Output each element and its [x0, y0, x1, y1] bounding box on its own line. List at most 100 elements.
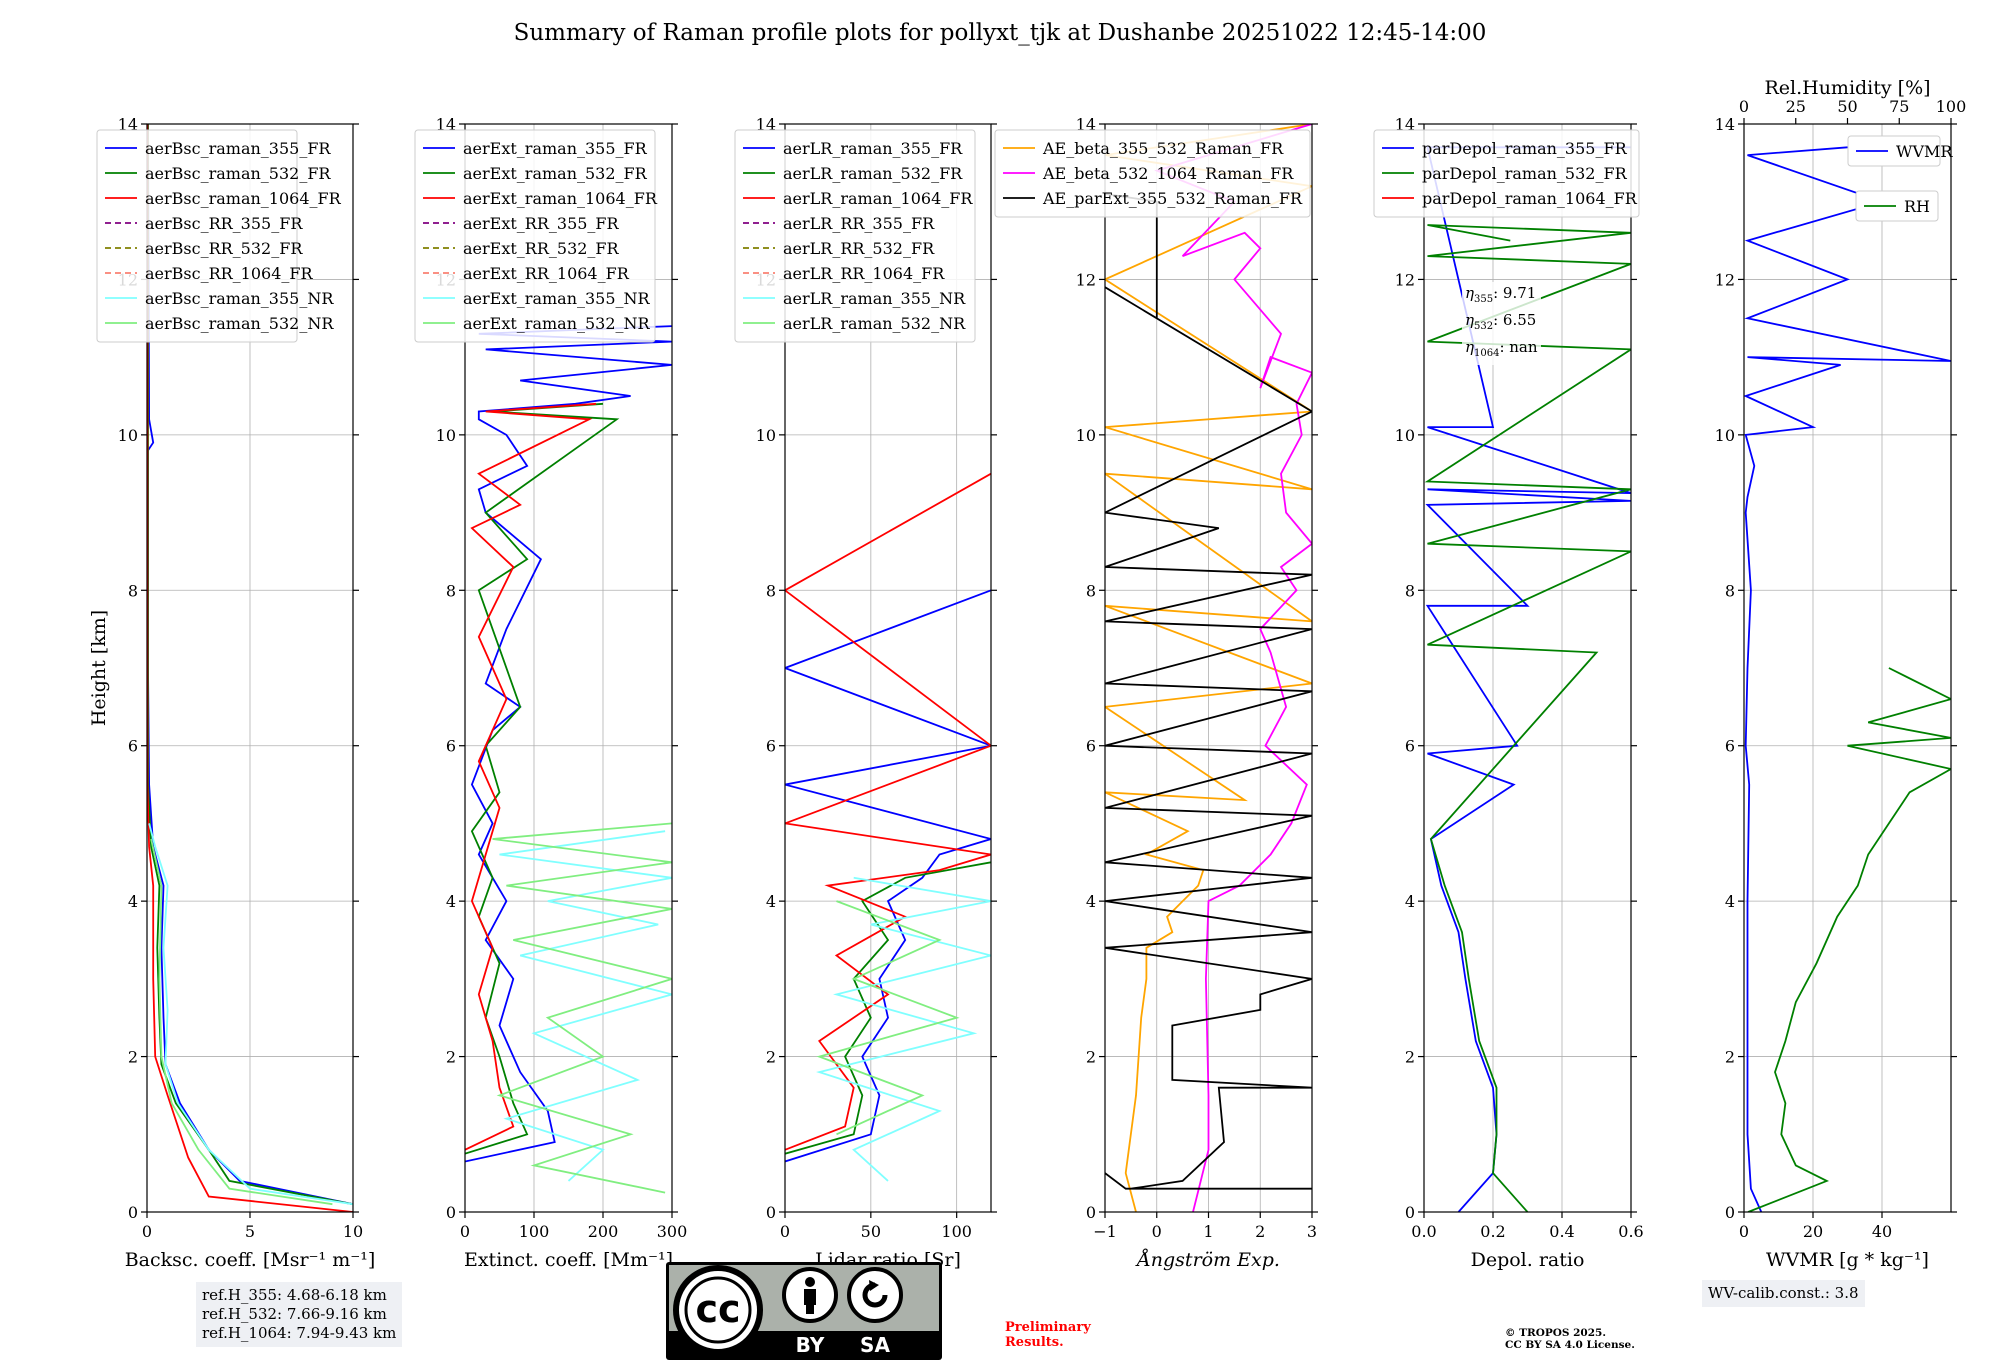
legend-frame — [734, 129, 976, 343]
ytick-label: 0 — [446, 1203, 456, 1222]
ytick-label: 6 — [128, 737, 138, 756]
series-line-aerBsc_raman_532_NR — [150, 838, 333, 1206]
ytick-label: 14 — [1395, 115, 1415, 134]
legend-label: AE_beta_532_1064_Raman_FR — [1042, 164, 1294, 183]
top-xtick-label: 75 — [1889, 97, 1909, 116]
ytick-label: 4 — [128, 892, 138, 911]
panel-depol: 0 2 4 6 8 10 12 14 0.0 0.2 0.4 0.6 Depol. ratio parDe… — [1373, 115, 1644, 1271]
legend-label: aerExt_raman_532_NR — [463, 314, 651, 333]
series-line-AE_beta_532_1064_Raman_FR — [1154, 124, 1312, 1212]
series-line-aerExt_raman_1064_FR — [465, 402, 597, 1151]
top-xtick-label: 100 — [1936, 97, 1967, 116]
ytick-label: 0 — [1086, 1203, 1096, 1222]
ytick-label: 8 — [1725, 581, 1735, 600]
xtick-label: 100 — [519, 1222, 550, 1241]
legend-bsc: aerBsc_raman_355_FR aerBsc_raman_532_FRae… — [96, 129, 342, 343]
ytick-label: 4 — [1086, 892, 1096, 911]
copyright-note: © TROPOS 2025. CC BY SA 4.0 License. — [1505, 1327, 1635, 1351]
ytick-label: 6 — [766, 737, 776, 756]
legend-label: aerBsc_raman_532_NR — [145, 314, 334, 333]
x-axis-label: Depol. ratio — [1471, 1249, 1585, 1271]
ytick-label: 6 — [446, 737, 456, 756]
legend-label: AE_beta_355_532_Raman_FR — [1042, 139, 1284, 158]
legend-ae: AE_beta_355_532_Raman_FR AE_beta_532_1064… — [994, 129, 1311, 218]
ytick-label: 12 — [1715, 270, 1735, 289]
cc-mark-text: cc — [695, 1287, 740, 1331]
ytick-label: 2 — [1405, 1048, 1415, 1067]
legend-label: AE_parExt_355_532_Raman_FR — [1042, 189, 1303, 208]
ytick-label: 14 — [756, 115, 776, 134]
xtick-label: 0 — [1152, 1222, 1162, 1241]
ytick-label: 6 — [1086, 737, 1096, 756]
legend-frame — [994, 129, 1311, 218]
ytick-label: 4 — [446, 892, 456, 911]
series-line-aerExt_raman_355_FR — [465, 325, 672, 1163]
axes-frame — [146, 123, 354, 1213]
ytick-label: 14 — [1715, 115, 1735, 134]
series-line-aerLR_raman_532_NR — [816, 900, 960, 1136]
xtick-label: 2 — [1255, 1222, 1265, 1241]
ytick-label: 8 — [1086, 581, 1096, 600]
legend-box-RH: RH — [1855, 190, 1939, 222]
series-line-aerBsc_raman_1064_FR — [147, 124, 353, 1212]
xtick-label: 0.4 — [1549, 1222, 1574, 1241]
ytick-label: 8 — [128, 581, 138, 600]
ytick-label: 0 — [766, 1203, 776, 1222]
xtick-label: 5 — [245, 1222, 255, 1241]
legend-ext: aerExt_raman_355_FR aerExt_raman_532_FRae… — [414, 129, 658, 343]
cc-sa-text: SA — [860, 1333, 890, 1357]
legend-depol: parDepol_raman_355_FR parDepol_raman_532_… — [1373, 129, 1640, 218]
legend-label: aerLR_RR_1064_FR — [783, 264, 945, 283]
ytick-label: 8 — [446, 581, 456, 600]
ytick-label: 14 — [118, 115, 138, 134]
legend-label: aerBsc_RR_355_FR — [145, 214, 303, 233]
x-axis-label: Ångström Exp. — [1135, 1249, 1280, 1271]
legend-lr: aerLR_raman_355_FR aerLR_raman_532_FR aerL… — [734, 129, 976, 343]
ytick-label: 0 — [128, 1203, 138, 1222]
axes-frame — [1743, 123, 1952, 1213]
legend-label: WVMR — [1896, 142, 1953, 161]
ytick-label: 14 — [436, 115, 456, 134]
reference-height-box: ref.H_355: 4.68-6.18 km ref.H_532: 7.66-… — [196, 1282, 403, 1347]
xtick-label: 1 — [1203, 1222, 1213, 1241]
top-axis-label: Rel.Humidity [%] — [1764, 77, 1930, 99]
xtick-label: 50 — [861, 1222, 881, 1241]
xtick-label: 3 — [1307, 1222, 1317, 1241]
preliminary-results-note: Preliminary Results. — [1005, 1320, 1091, 1350]
series-line-RH — [1747, 667, 1951, 1212]
ref-h-355: ref.H_355: 4.68-6.18 km — [202, 1286, 387, 1304]
ytick-label: 8 — [766, 581, 776, 600]
legend-label: aerBsc_RR_532_FR — [145, 239, 303, 258]
legend-label: parDepol_raman_1064_FR — [1422, 189, 1638, 208]
ytick-label: 10 — [756, 426, 776, 445]
legend-label: aerExt_raman_532_FR — [463, 164, 648, 183]
xtick-label: 0 — [142, 1222, 152, 1241]
legend-frame — [1847, 135, 1941, 167]
ref-h-532: ref.H_532: 7.66-9.16 km — [202, 1305, 387, 1323]
legend-label: aerLR_raman_532_NR — [783, 314, 966, 333]
series-line-aerLR_raman_532_FR — [785, 861, 991, 1155]
ytick-label: 12 — [1395, 270, 1415, 289]
series-line-aerExt_raman_355_NR — [499, 830, 672, 1182]
axes-frame — [784, 123, 992, 1213]
panel-ext: 024681012140100200300Extinct. coeff. [Mm… — [414, 115, 687, 1271]
legend-label: aerExt_RR_532_FR — [463, 239, 620, 258]
series-line-aerLR_raman_355_FR — [785, 589, 991, 1163]
cc-license-badge: cc BY SA — [666, 1262, 942, 1364]
ytick-label: 10 — [1076, 426, 1096, 445]
legend-label: aerExt_raman_1064_FR — [463, 189, 658, 208]
x-axis-label: WVMR [g * kg⁻¹] — [1766, 1249, 1929, 1271]
top-xtick-label: 25 — [1786, 97, 1806, 116]
wv-calib-box: WV-calib.const.: 3.8 — [1702, 1280, 1865, 1307]
legend-label: RH — [1904, 197, 1930, 216]
top-xtick-label: 50 — [1837, 97, 1857, 116]
xtick-label: 0 — [780, 1222, 790, 1241]
legend-label: parDepol_raman_355_FR — [1422, 139, 1628, 158]
legend-label: aerExt_raman_355_FR — [463, 139, 648, 158]
axes-frame — [1423, 123, 1632, 1213]
series-line-aerBsc_raman_355_NR — [148, 823, 353, 1206]
legend-label: aerBsc_raman_1064_FR — [145, 189, 342, 208]
legend-label: aerExt_RR_1064_FR — [463, 264, 630, 283]
